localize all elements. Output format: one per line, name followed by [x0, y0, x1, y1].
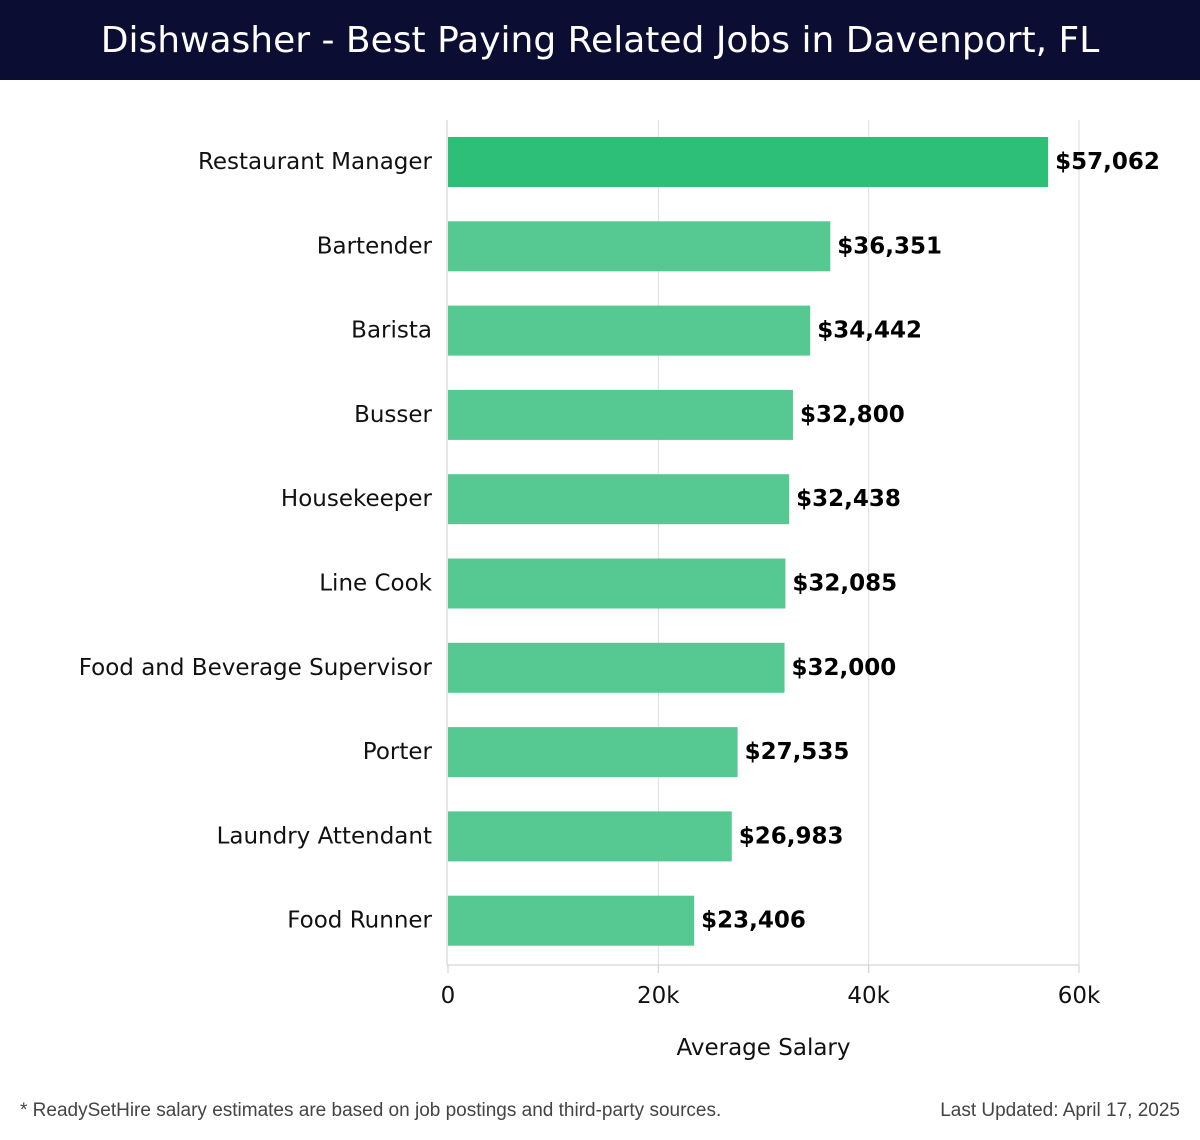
data-label: $32,438 — [796, 486, 901, 512]
category-label: Housekeeper — [281, 486, 433, 512]
bar — [448, 895, 695, 946]
data-label: $36,351 — [837, 233, 942, 259]
category-label: Food and Beverage Supervisor — [79, 655, 433, 681]
data-label: $32,085 — [792, 571, 897, 597]
bar — [448, 558, 786, 609]
category-label: Barista — [351, 318, 432, 344]
bar-chart: Restaurant Manager $57,062 Bartender $36,35… — [79, 120, 1160, 1061]
category-label: Busser — [354, 402, 432, 428]
data-label: $26,983 — [739, 823, 844, 849]
bar — [448, 811, 732, 862]
category-label: Restaurant Manager — [198, 149, 433, 175]
data-label: $34,442 — [817, 318, 922, 344]
x-tick-label: 20k — [637, 983, 680, 1009]
category-label: Bartender — [317, 233, 433, 259]
data-label: $23,406 — [701, 908, 806, 934]
bar — [448, 474, 790, 525]
chart-title: Dishwasher - Best Paying Related Jobs in… — [100, 19, 1100, 61]
data-label: $57,062 — [1055, 149, 1160, 175]
category-label: Porter — [363, 739, 433, 765]
data-label: $32,800 — [800, 402, 905, 428]
category-label: Line Cook — [319, 571, 432, 597]
data-label: $32,000 — [792, 655, 897, 681]
x-tick-label: 60k — [1058, 983, 1101, 1009]
x-axis-title: Average Salary — [676, 1035, 850, 1061]
footer-note: * ReadySetHire salary estimates are base… — [20, 1100, 722, 1121]
bar — [448, 642, 785, 693]
category-label: Laundry Attendant — [217, 823, 432, 849]
bar — [448, 727, 738, 778]
x-tick-label: 0 — [441, 983, 456, 1009]
x-tick-label: 40k — [847, 983, 890, 1009]
bar — [448, 305, 811, 356]
chart-header: Dishwasher - Best Paying Related Jobs in… — [0, 0, 1200, 80]
bar — [448, 137, 1049, 187]
category-label: Food Runner — [287, 908, 432, 934]
bar — [448, 389, 793, 440]
footer-updated: Last Updated: April 17, 2025 — [940, 1100, 1180, 1121]
bar — [448, 221, 831, 272]
data-label: $27,535 — [745, 739, 850, 765]
